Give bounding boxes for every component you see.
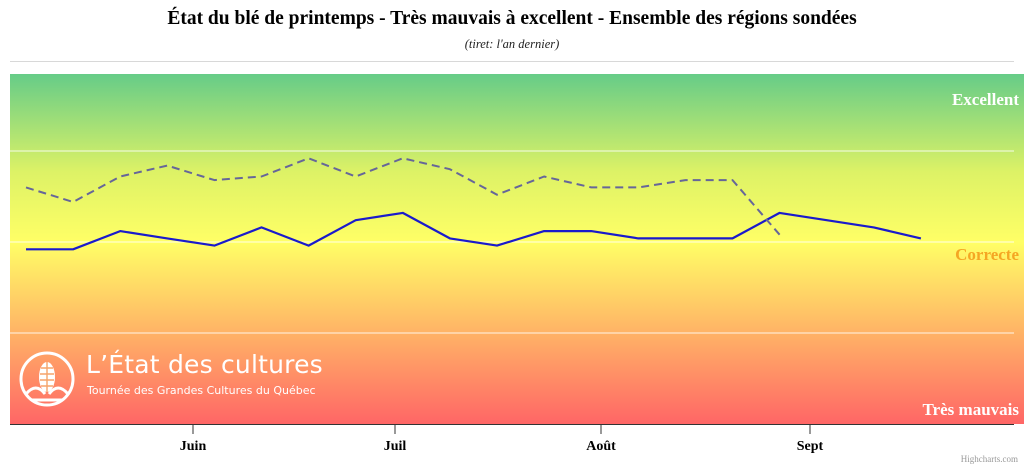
series-line-dashed[interactable]: [25, 157, 781, 236]
x-tick-label-2: Août: [586, 439, 616, 454]
y-label-2: Excellent: [952, 90, 1019, 109]
chart-title: État du blé de printemps - Très mauvais …: [167, 8, 857, 29]
x-tick-label-1: Juil: [384, 439, 407, 454]
series-line-solid[interactable]: [26, 211, 922, 251]
brand-title: L’État des cultures: [86, 350, 323, 379]
y-label-0: Très mauvais: [923, 400, 1020, 419]
y-label-1: Correcte: [955, 245, 1019, 264]
corn-sun-icon: [19, 351, 75, 407]
brand-subtitle: Tournée des Grandes Cultures du Québec: [87, 384, 316, 397]
x-tick-label-0: Juin: [180, 439, 207, 454]
credit-link[interactable]: Highcharts.com: [960, 454, 1018, 464]
brand-logo: L’État des cultures Tournée des Grandes …: [18, 350, 338, 410]
x-tick-label-3: Sept: [797, 439, 824, 454]
chart-subtitle: (tiret: l'an dernier): [464, 37, 560, 51]
title-divider: [10, 61, 1014, 62]
plot-background: [10, 74, 1024, 424]
